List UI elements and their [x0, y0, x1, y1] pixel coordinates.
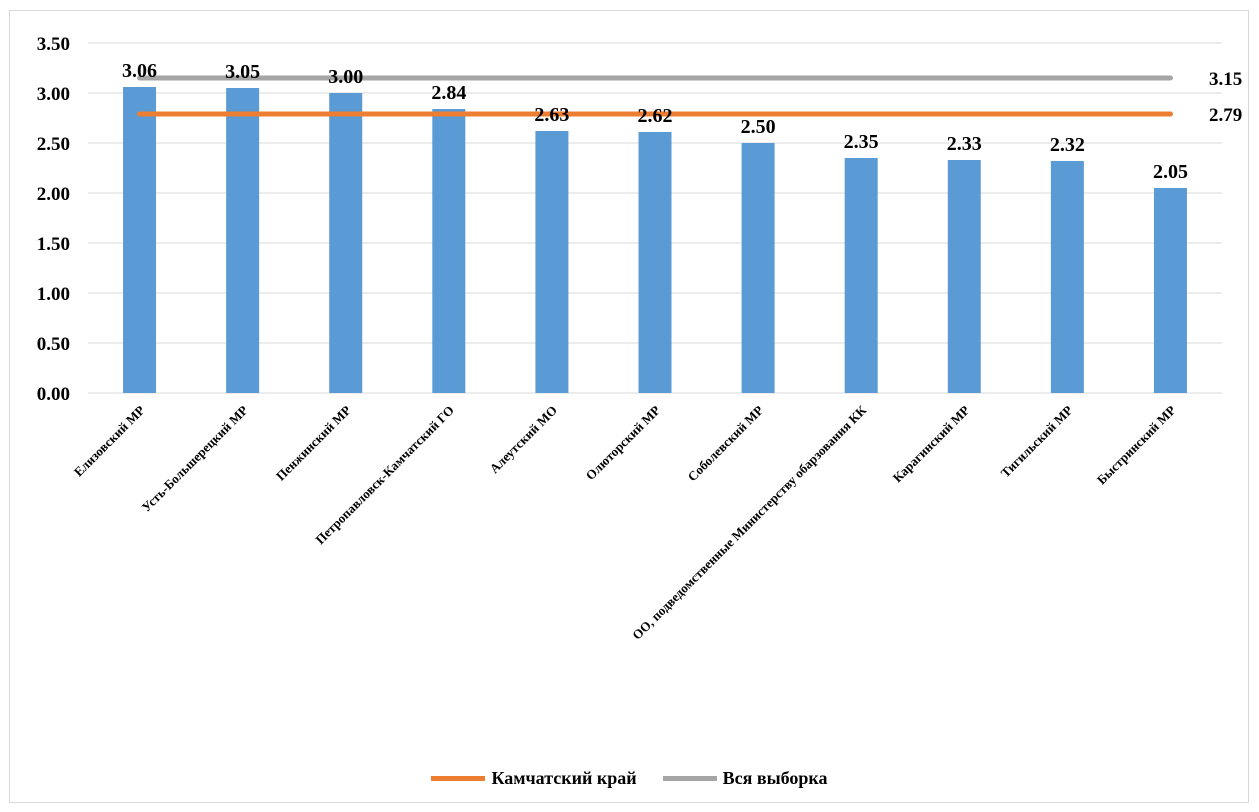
data-label: 3.06 [122, 60, 157, 82]
y-tick-label: 0.00 [37, 384, 70, 405]
bar [329, 93, 363, 393]
data-label: 2.62 [638, 105, 673, 127]
y-tick-label: 1.50 [37, 234, 70, 255]
data-label: 3.00 [328, 66, 363, 88]
y-tick-label: 0.50 [37, 334, 70, 355]
legend-item-full-sample: Вся выборка [662, 768, 828, 789]
x-tick-label: Соболевский МР [685, 402, 767, 484]
x-tick-label: ОО, подведомственные Министерству обарзо… [629, 402, 869, 642]
x-tick-label: Олюторский МР [583, 402, 664, 483]
chart-legend: Камчатский край Вся выборка [0, 768, 1259, 789]
reference-line-label: 2.79 [1209, 105, 1242, 126]
y-tick-label: 3.00 [37, 84, 70, 105]
bar [226, 88, 260, 393]
bar [535, 131, 569, 393]
bar [844, 158, 878, 393]
x-tick-label: Пенжинский МР [273, 402, 354, 483]
x-tick-label: Тигильский МР [998, 402, 1076, 480]
bar [947, 160, 981, 393]
data-label: 2.50 [741, 116, 776, 138]
bar [123, 87, 157, 393]
bar [1153, 188, 1187, 393]
bar [638, 132, 672, 393]
y-tick-label: 2.50 [37, 134, 70, 155]
data-label: 3.05 [225, 61, 260, 83]
data-label: 2.63 [534, 104, 569, 126]
data-label: 2.05 [1153, 161, 1188, 183]
data-label: 2.33 [947, 133, 982, 155]
x-tick-label: Алеутский МО [486, 403, 560, 477]
legend-swatch-kamchatka [431, 776, 486, 781]
y-tick-label: 3.50 [37, 34, 70, 55]
x-tick-label: Елизовский МР [71, 402, 148, 479]
legend-item-kamchatka: Камчатский край [431, 768, 637, 789]
legend-label-full-sample: Вся выборка [722, 768, 828, 788]
chart-frame [9, 10, 1249, 803]
legend-label-kamchatka: Камчатский край [491, 768, 637, 788]
y-tick-label: 1.00 [37, 284, 70, 305]
data-label: 2.32 [1050, 134, 1085, 156]
data-label: 2.35 [844, 131, 879, 153]
legend-swatch-full-sample [662, 776, 717, 781]
data-label: 2.84 [431, 82, 466, 104]
x-tick-label: Карагинский МР [890, 402, 973, 485]
y-tick-label: 2.00 [37, 184, 70, 205]
x-tick-label: Усть-Большерецкий МР [138, 402, 250, 514]
bar [1050, 161, 1084, 393]
bar [741, 143, 775, 393]
bar [432, 109, 466, 393]
x-tick-label: Быстринский МР [1094, 402, 1179, 487]
reference-line-label: 3.15 [1209, 69, 1242, 90]
